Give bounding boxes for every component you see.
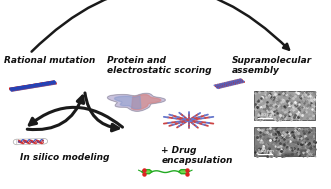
Text: Rational mutation: Rational mutation bbox=[4, 56, 95, 65]
Polygon shape bbox=[266, 146, 274, 148]
Polygon shape bbox=[255, 150, 260, 151]
Polygon shape bbox=[301, 150, 306, 152]
Polygon shape bbox=[300, 149, 304, 150]
Text: Supramolecular
assembly: Supramolecular assembly bbox=[232, 56, 312, 75]
Polygon shape bbox=[17, 139, 44, 145]
Text: 500 nm: 500 nm bbox=[258, 149, 273, 153]
Polygon shape bbox=[281, 153, 298, 156]
Polygon shape bbox=[179, 170, 189, 174]
Polygon shape bbox=[255, 146, 262, 147]
Ellipse shape bbox=[40, 139, 48, 144]
Text: Protein and
electrostatic scoring: Protein and electrostatic scoring bbox=[107, 56, 211, 75]
Ellipse shape bbox=[13, 139, 20, 145]
Polygon shape bbox=[295, 141, 300, 144]
FancyBboxPatch shape bbox=[255, 91, 315, 120]
Text: + Drug
encapsulation: + Drug encapsulation bbox=[161, 146, 233, 165]
Polygon shape bbox=[142, 170, 152, 174]
Polygon shape bbox=[132, 94, 161, 110]
Polygon shape bbox=[276, 149, 280, 150]
Polygon shape bbox=[108, 93, 165, 111]
FancyBboxPatch shape bbox=[255, 127, 315, 156]
Polygon shape bbox=[115, 96, 141, 109]
Text: 500 nm: 500 nm bbox=[258, 113, 273, 117]
Text: In silico modeling: In silico modeling bbox=[20, 153, 110, 162]
